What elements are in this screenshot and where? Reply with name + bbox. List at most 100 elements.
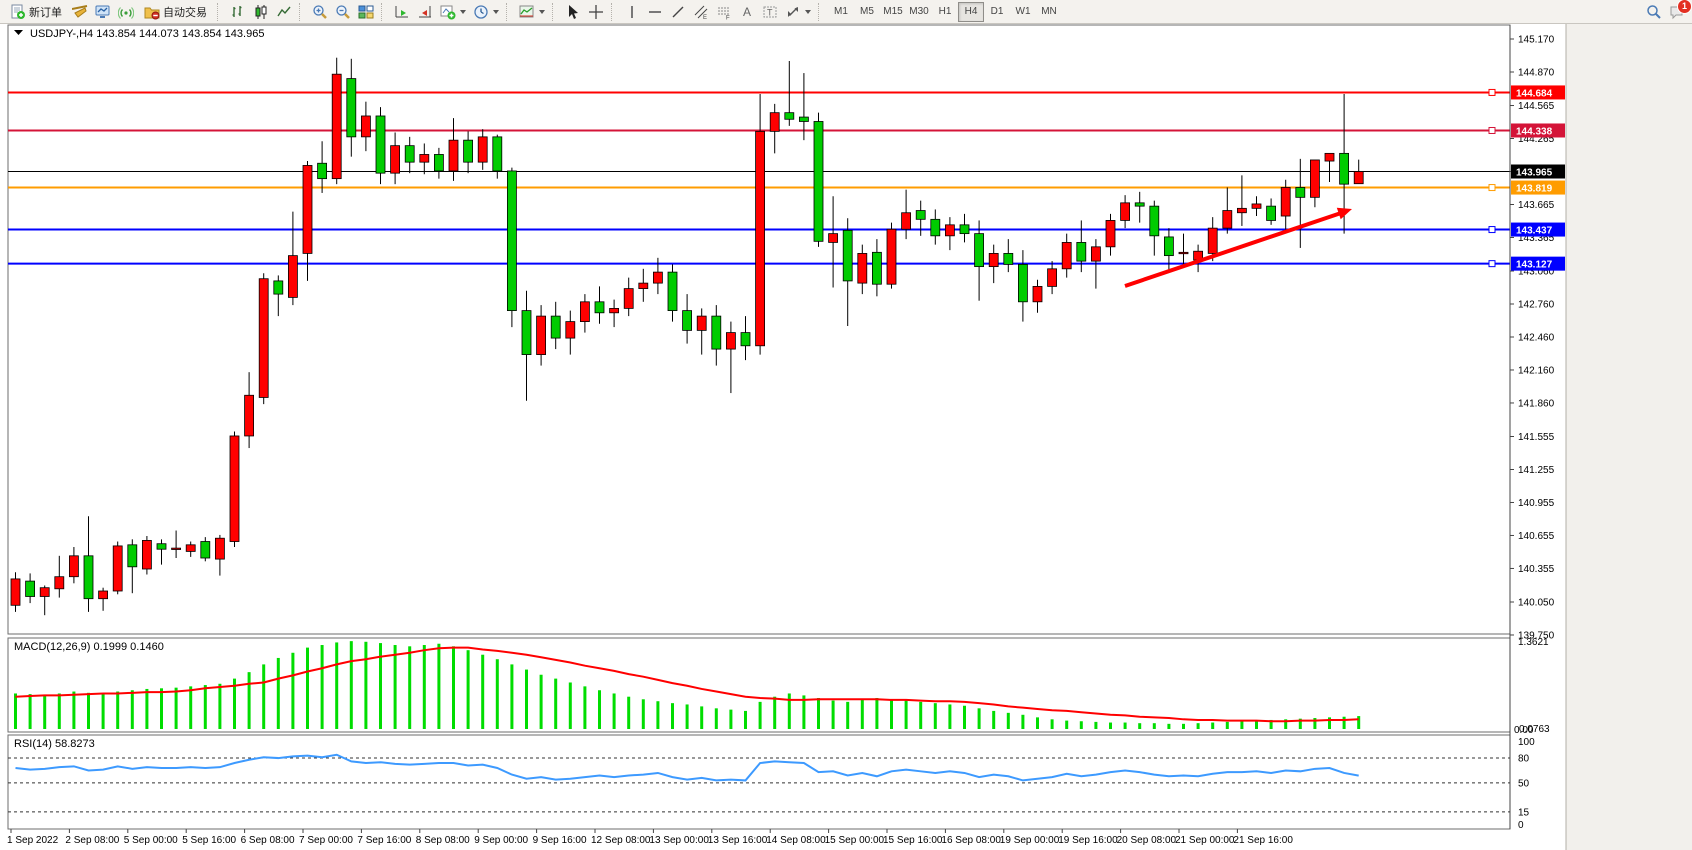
timeframe-button-W1[interactable]: W1 (1010, 2, 1036, 22)
candle-body (1339, 152, 1349, 185)
chart-canvas[interactable]: 145.170 144.870 144.565 144.265 143.965 143.6… (0, 24, 1692, 850)
macd-histogram-bar (948, 704, 952, 729)
crosshair-button[interactable] (585, 2, 607, 22)
periods-button[interactable] (470, 2, 502, 22)
macd-histogram-bar (598, 690, 601, 729)
macd-histogram-bar (87, 692, 90, 729)
time-tick-label: 20 Sep 08:00 (1117, 835, 1177, 846)
macd-histogram-bar (160, 688, 163, 729)
timeframe-button-M30[interactable]: M30 (906, 2, 932, 22)
macd-histogram-bar (291, 652, 295, 729)
toolbar-separator (818, 2, 824, 21)
candle-body (609, 308, 619, 314)
price-tick-label: 143.665 (1518, 200, 1555, 211)
macd-histogram-bar (218, 683, 222, 729)
candle-body (930, 218, 941, 237)
candle-body (638, 282, 649, 290)
strategy-tester-icon (95, 4, 111, 20)
symbol-dropdown-icon[interactable] (14, 30, 23, 35)
price-tag-label: 143.819 (1516, 184, 1553, 195)
macd-histogram-bar (539, 674, 543, 729)
strategy-tester-button[interactable] (92, 2, 114, 22)
macd-histogram-bar (1050, 719, 1054, 729)
line-handle[interactable] (1488, 260, 1496, 268)
channel-button[interactable]: E (690, 2, 712, 22)
timeframe-button-H1[interactable]: H1 (932, 2, 958, 22)
candle-body (886, 228, 897, 285)
autoscroll-button[interactable] (391, 2, 413, 22)
time-tick-label: 19 Sep 16:00 (1058, 835, 1118, 846)
macd-histogram-bar (875, 697, 879, 729)
text-label-button[interactable]: T (759, 2, 781, 22)
timeframe-button-M15[interactable]: M15 (880, 2, 906, 22)
timeframe-button-H4[interactable]: H4 (958, 1, 984, 22)
signals-button[interactable] (115, 2, 137, 22)
chart-area[interactable]: 145.170 144.870 144.565 144.265 143.965 143.6… (0, 24, 1692, 850)
hline-button[interactable] (644, 2, 666, 22)
price-tick-label: 143.365 (1518, 233, 1555, 244)
rsi-line (15, 753, 1359, 782)
candle-body (200, 541, 211, 559)
macd-histogram-bar (422, 645, 426, 729)
candle-body (10, 578, 21, 606)
time-tick-label: 13 Sep 00:00 (649, 835, 709, 846)
macd-histogram-bar (145, 688, 149, 729)
line-handle[interactable] (1488, 126, 1496, 134)
candle-body (594, 301, 605, 314)
candle-body (39, 587, 50, 597)
time-tick-label: 14 Sep 08:00 (766, 835, 826, 846)
macd-histogram-bar (408, 646, 412, 729)
trendline-button[interactable] (667, 2, 689, 22)
candle-body (726, 332, 736, 350)
macd-histogram-bar (817, 697, 820, 729)
macd-histogram-bar (714, 708, 718, 729)
macd-histogram-bar (1079, 721, 1083, 729)
cursor-button[interactable] (562, 2, 584, 22)
fibonacci-button[interactable]: F (713, 2, 735, 22)
cursor-icon (565, 4, 581, 20)
signals-icon (117, 4, 135, 20)
tile-windows-button[interactable] (355, 2, 377, 22)
macd-histogram-bar (28, 694, 32, 729)
macd-histogram-bar (1021, 714, 1025, 729)
template-button[interactable] (516, 2, 548, 22)
macd-histogram-bar (335, 642, 339, 729)
zoom-out-button[interactable] (332, 2, 354, 22)
vline-button[interactable] (621, 2, 643, 22)
add-indicator-button[interactable] (437, 2, 469, 22)
notifications-button[interactable]: 1 (1666, 0, 1692, 22)
zoom-in-button[interactable] (309, 2, 331, 22)
macd-histogram-bar (101, 693, 105, 729)
auto-trading-button[interactable]: 自动交易 (138, 2, 213, 22)
timeframe-button-D1[interactable]: D1 (984, 2, 1010, 22)
candle-body (375, 115, 386, 174)
chart-shift-button[interactable] (414, 2, 436, 22)
macd-histogram-bar (1298, 718, 1302, 729)
text-button[interactable]: A (736, 2, 758, 22)
candles-chart-button[interactable] (250, 2, 272, 22)
line-handle[interactable] (1488, 88, 1496, 96)
macd-histogram-bar (14, 693, 17, 729)
candle-body (959, 224, 970, 235)
timeframe-button-M1[interactable]: M1 (828, 2, 854, 22)
price-tag-label: 144.684 (1516, 88, 1553, 99)
line-chart-button[interactable] (273, 2, 295, 22)
broom-button[interactable] (69, 2, 91, 22)
macd-histogram-bar (466, 650, 470, 729)
macd-histogram-bar (641, 699, 645, 729)
macd-histogram-bar (437, 643, 441, 729)
chart-shift-icon (417, 4, 433, 20)
line-handle[interactable] (1488, 184, 1496, 192)
arrows-icon (785, 4, 801, 20)
line-handle[interactable] (1488, 226, 1496, 234)
bars-chart-button[interactable] (227, 2, 249, 22)
arrows-button[interactable] (782, 2, 814, 22)
timeframe-button-MN[interactable]: MN (1036, 2, 1062, 22)
new-order-button[interactable]: 新订单 (4, 2, 68, 22)
candle-body (433, 154, 444, 172)
timeframe-button-M5[interactable]: M5 (854, 2, 880, 22)
search-button[interactable] (1643, 2, 1665, 22)
candle-body (799, 116, 809, 122)
annotation-arrow[interactable] (1124, 207, 1352, 288)
macd-scale-max: 1.3621 (1518, 637, 1549, 648)
